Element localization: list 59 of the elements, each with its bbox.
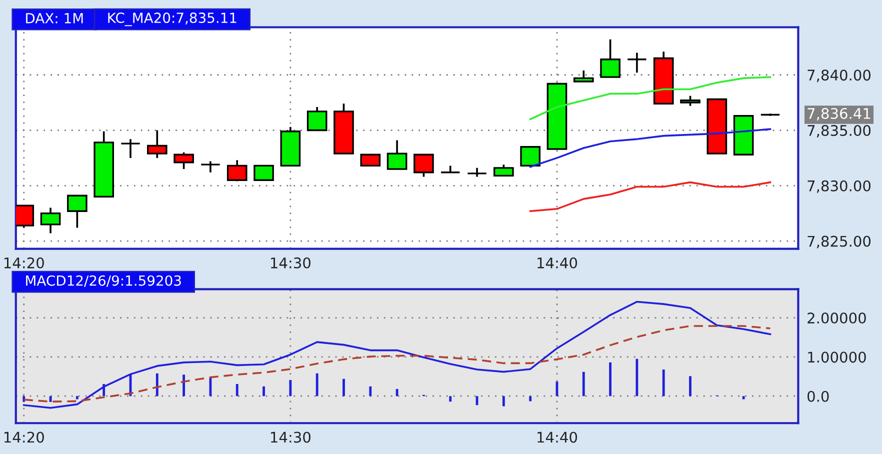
candlestick: [67, 194, 88, 229]
line-series: [529, 76, 772, 120]
candlestick: [600, 38, 620, 78]
candlestick: [520, 146, 540, 167]
candlestick: [120, 138, 141, 159]
y-tick-label: 1.00000: [808, 352, 866, 363]
x-tick-label: 14:30: [271, 432, 310, 443]
candlestick: [254, 164, 274, 181]
text: 7,836.41: [808, 108, 870, 120]
y-tick-label: 0.0: [808, 390, 829, 402]
bar: [182, 374, 186, 396]
candlestick: [573, 70, 594, 82]
candlestick: [414, 154, 434, 178]
chart-title: MACD12/26/9:1.59203: [26, 275, 181, 287]
candlestick: [440, 164, 461, 174]
bar: [662, 369, 665, 396]
y-tick-label: 2.00000: [808, 312, 866, 324]
x-tick-label: 14:40: [538, 257, 578, 268]
bar: [609, 362, 612, 396]
line-series: [22, 325, 772, 402]
y-tick-label: 7,825.00: [808, 236, 871, 248]
candlestick: [174, 152, 194, 170]
line-series: [22, 300, 772, 409]
y-tick-label: 7,840.00: [808, 70, 871, 82]
chart-subtitle: KC_MA20:7,835.11: [108, 12, 236, 26]
bar: [342, 378, 345, 396]
x-tick-label: 14:40: [538, 432, 578, 443]
x-tick-label: 14:30: [271, 257, 310, 268]
bar: [529, 396, 532, 402]
y-tick-label: 7,835.00: [808, 124, 871, 138]
candlestick: [494, 164, 514, 177]
line-series: [529, 128, 772, 168]
candlestick: [680, 95, 700, 107]
candlestick: [386, 139, 408, 170]
bar: [689, 376, 692, 396]
bar: [449, 396, 452, 402]
bar: [636, 358, 638, 396]
candlestick: [626, 52, 648, 74]
bar: [236, 384, 238, 396]
x-tick-label: 14:20: [4, 432, 44, 443]
bar: [316, 373, 318, 396]
bar: [289, 380, 292, 396]
candlestick: [200, 160, 221, 174]
bar: [742, 396, 745, 400]
bar: [502, 396, 505, 406]
bar: [582, 372, 585, 396]
x-tick-label: 14:20: [4, 257, 44, 268]
candlestick: [40, 206, 61, 234]
line-series: [529, 181, 772, 212]
candlestick: [360, 154, 381, 167]
candlestick: [306, 106, 328, 132]
bar: [262, 386, 265, 396]
y-tick-label: 7,830.00: [808, 180, 871, 193]
bar: [369, 386, 372, 396]
candlestick: [226, 159, 248, 182]
candlestick: [146, 129, 168, 159]
chart-title: DAX: 1M: [26, 13, 83, 24]
bar: [76, 396, 78, 400]
bar: [156, 373, 158, 396]
